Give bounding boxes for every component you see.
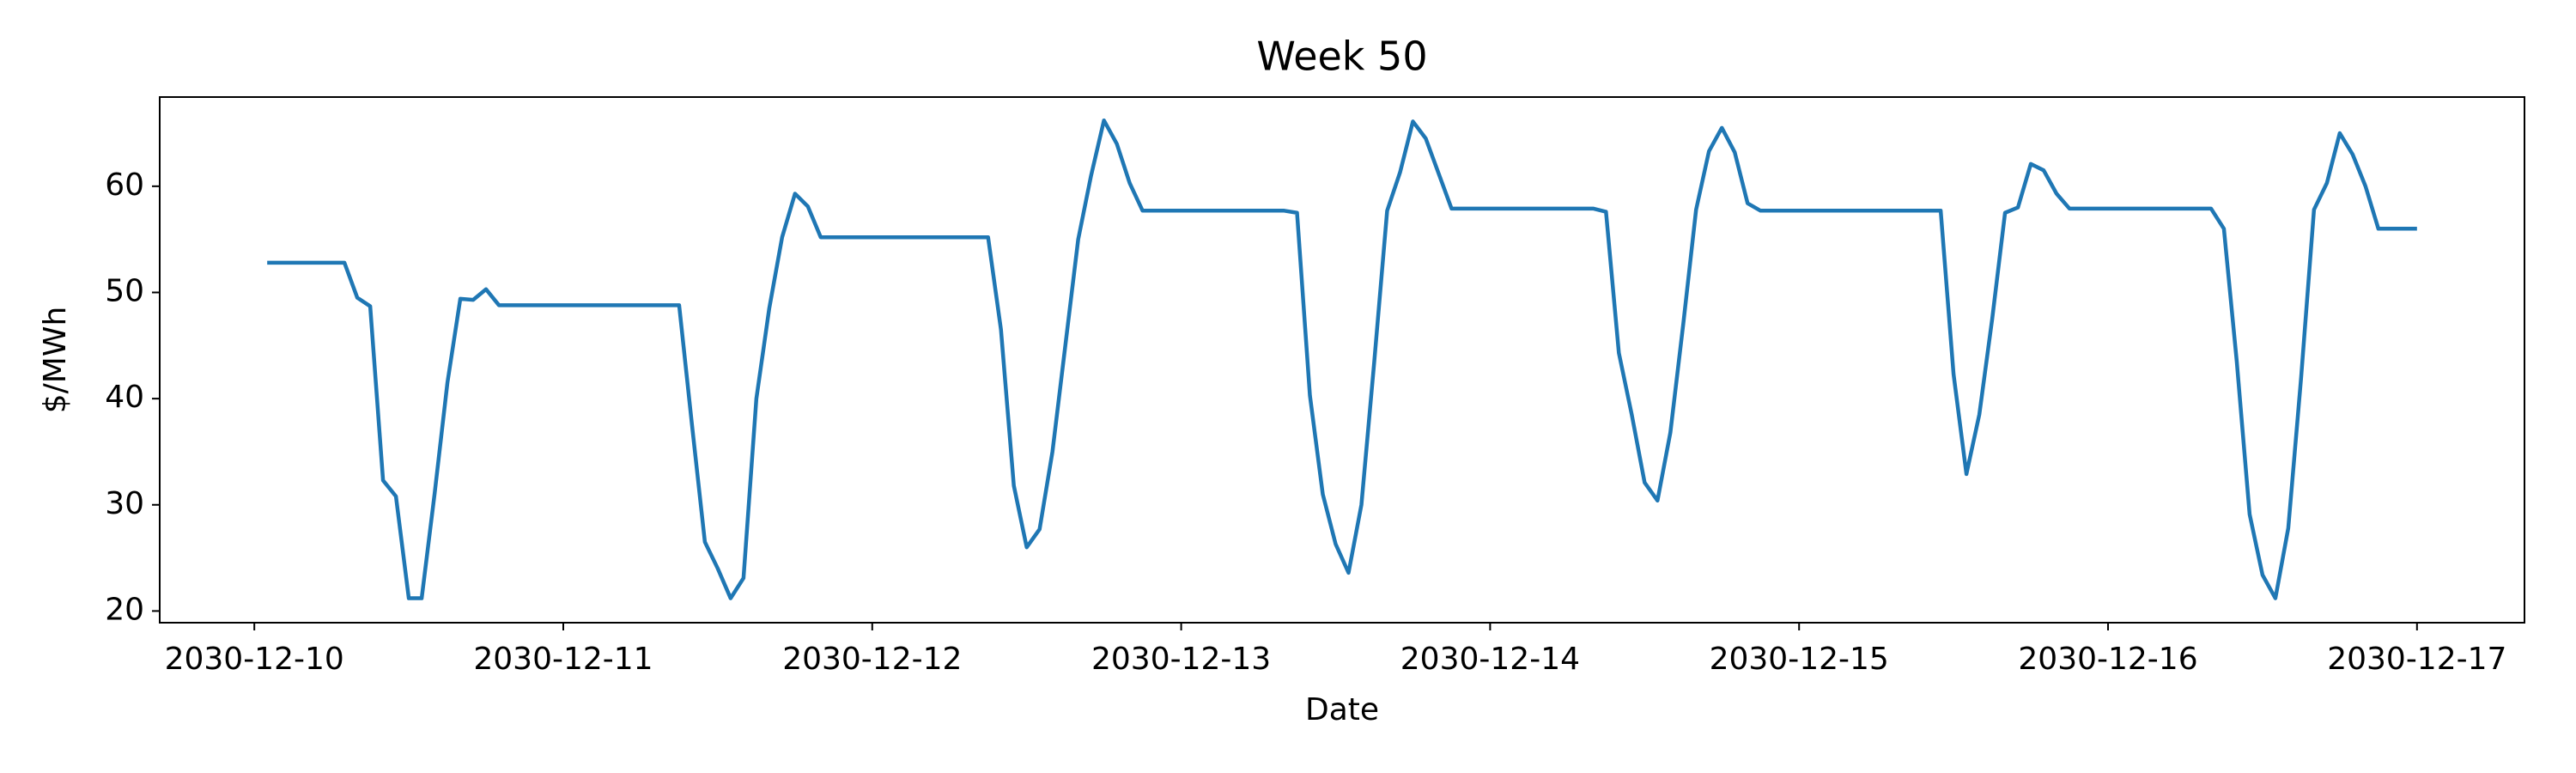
data-line [267,118,2417,600]
x-tick-label: 2030-12-14 [1400,642,1580,677]
y-tick-label: 60 [105,167,144,203]
y-tick-label: 30 [105,486,144,521]
y-tick-label: 40 [105,380,144,415]
plot-frame [159,96,2525,624]
x-tick-label: 2030-12-13 [1091,642,1271,677]
y-axis-label: $/MWh [38,307,73,414]
chart-title: Week 50 [1256,33,1427,80]
y-tick-label: 20 [105,592,144,627]
x-axis-label: Date [1305,692,1379,727]
x-tick-label: 2030-12-12 [782,642,962,677]
x-tick-label: 2030-12-10 [165,642,344,677]
x-tick-label: 2030-12-11 [473,642,653,677]
x-tick-label: 2030-12-17 [2327,642,2506,677]
x-tick-label: 2030-12-16 [2018,642,2197,677]
y-tick-label: 50 [105,273,144,308]
x-tick-label: 2030-12-15 [1710,642,1889,677]
